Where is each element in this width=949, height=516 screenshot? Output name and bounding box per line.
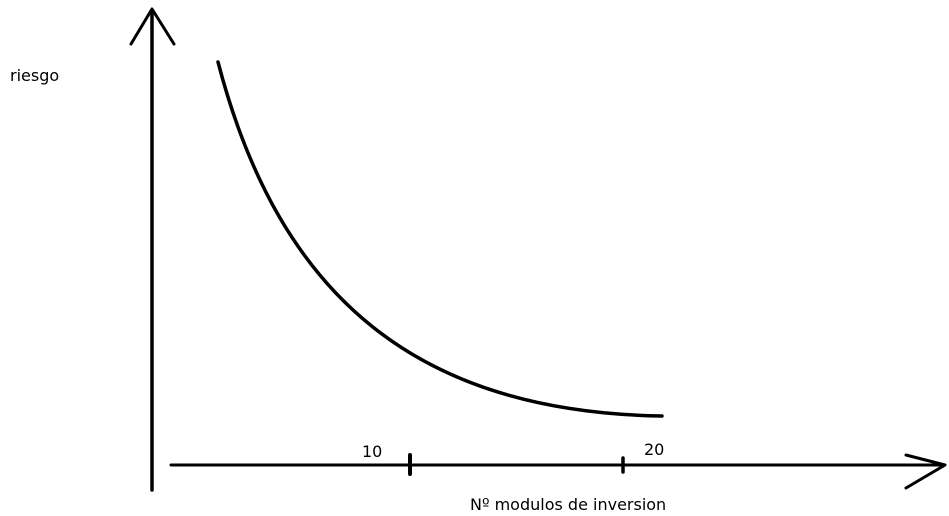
y-axis-label: riesgo bbox=[10, 66, 59, 85]
x-tick-label: 20 bbox=[644, 440, 664, 459]
x-axis-arrowhead bbox=[904, 453, 947, 490]
x-tick-label: 10 bbox=[362, 442, 382, 461]
x-axis-label: Nº modulos de inversion bbox=[470, 495, 666, 514]
risk-curve bbox=[216, 60, 664, 418]
y-axis-arrowhead bbox=[129, 7, 176, 46]
